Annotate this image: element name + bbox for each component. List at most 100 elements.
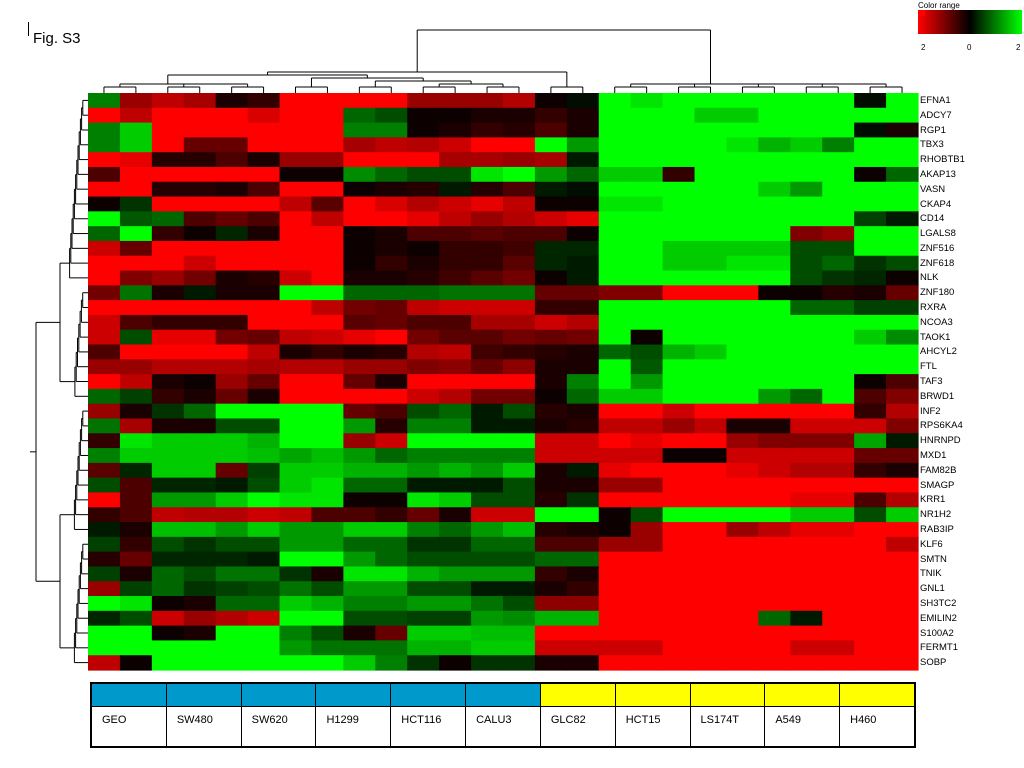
heatmap-cell: [566, 522, 600, 538]
heatmap-cell: [183, 329, 217, 346]
heatmap-cell: [471, 403, 504, 420]
heatmap-cell: [215, 507, 249, 523]
heatmap-cell: [183, 196, 217, 212]
heatmap-cell: [343, 122, 376, 138]
heatmap-cell: [311, 596, 344, 612]
heatmap-cell: [534, 107, 568, 124]
heatmap-cell: [215, 522, 249, 538]
heatmap-cell: [662, 418, 696, 434]
heatmap-cell: [534, 329, 568, 346]
heatmap-cell: [630, 507, 664, 523]
heatmap-cell: [566, 285, 600, 301]
heatmap-cell: [215, 610, 249, 627]
row-label: ZNF618: [920, 257, 955, 269]
heatmap-cell: [279, 285, 313, 301]
heatmap-cell: [726, 122, 759, 138]
heatmap-cell: [503, 536, 536, 553]
heatmap-cell: [407, 344, 440, 360]
heatmap-cell: [566, 433, 600, 449]
legend-color-swatch: [615, 684, 690, 707]
heatmap-cell: [311, 625, 344, 642]
heatmap-cell: [183, 240, 217, 257]
heatmap-cell: [407, 418, 440, 434]
heatmap-cell: [279, 152, 313, 168]
heatmap-cell: [119, 640, 153, 656]
heatmap-cell: [694, 625, 728, 642]
heatmap-cell: [694, 152, 728, 168]
heatmap-cell: [183, 255, 217, 272]
heatmap-cell: [726, 551, 759, 568]
heatmap-cell: [598, 522, 632, 538]
heatmap-cell: [311, 522, 344, 538]
heatmap-cell: [88, 270, 121, 286]
heatmap-cell: [279, 522, 313, 538]
row-label: CD14: [920, 213, 945, 225]
heatmap-cell: [439, 448, 472, 464]
heatmap-cell: [343, 610, 376, 627]
heatmap-cell: [343, 152, 376, 168]
heatmap-cell: [471, 226, 504, 242]
heatmap-cell: [215, 255, 249, 272]
heatmap-cell: [247, 507, 281, 523]
legend-color-swatch: [540, 684, 615, 707]
heatmap-cell: [407, 240, 440, 257]
heatmap-cell: [375, 640, 408, 656]
heatmap-cell: [279, 181, 313, 198]
heatmap-cell: [279, 166, 313, 183]
heatmap-cell: [598, 122, 632, 138]
row-label: FERMT1: [920, 642, 958, 654]
heatmap-cell: [886, 448, 919, 464]
heatmap-cell: [790, 344, 823, 360]
heatmap-cell: [598, 655, 632, 671]
heatmap-cell: [215, 433, 249, 449]
heatmap-cell: [247, 196, 281, 212]
heatmap-cell: [566, 388, 600, 405]
heatmap-cell: [183, 462, 217, 479]
heatmap-cell: [534, 596, 568, 612]
heatmap-cell: [503, 255, 536, 272]
heatmap-cell: [311, 240, 344, 257]
heatmap-cell: [790, 359, 823, 375]
heatmap-cell: [375, 655, 408, 671]
heatmap-cell: [822, 211, 855, 227]
heatmap-cell: [247, 433, 281, 449]
heatmap-cell: [503, 551, 536, 568]
heatmap-cell: [790, 625, 823, 642]
heatmap-cell: [854, 462, 887, 479]
heatmap-cell: [566, 181, 600, 198]
heatmap-cell: [598, 566, 632, 582]
heatmap-cell: [758, 314, 791, 331]
heatmap-cell: [886, 625, 919, 642]
heatmap-cell: [247, 610, 281, 627]
heatmap-cell: [439, 107, 472, 124]
row-label: AHCYL2: [920, 346, 957, 358]
heatmap-cell: [566, 270, 600, 286]
heatmap-cell: [662, 477, 696, 494]
heatmap-cell: [407, 477, 440, 494]
heatmap-cell: [694, 344, 728, 360]
heatmap-cell: [183, 226, 217, 242]
heatmap-cell: [247, 240, 281, 257]
heatmap-cell: [407, 137, 440, 153]
heatmap-cell: [822, 240, 855, 257]
heatmap-cell: [343, 166, 376, 183]
heatmap-cell: [886, 93, 919, 109]
heatmap-cell: [758, 581, 791, 597]
heatmap-cell: [758, 181, 791, 198]
heatmap-cell: [279, 551, 313, 568]
heatmap-cell: [534, 522, 568, 538]
legend-column-name: LS174T: [700, 714, 740, 726]
heatmap-cell: [183, 596, 217, 612]
heatmap-cell: [88, 418, 121, 434]
heatmap-cell: [375, 122, 408, 138]
heatmap-cell: [311, 610, 344, 627]
heatmap-cell: [758, 122, 791, 138]
heatmap-cell: [279, 596, 313, 612]
heatmap-cell: [407, 314, 440, 331]
heatmap-cell: [566, 122, 600, 138]
heatmap-cell: [662, 551, 696, 568]
heatmap-cell: [279, 448, 313, 464]
heatmap-cell: [343, 240, 376, 257]
heatmap-cell: [183, 137, 217, 153]
heatmap-cell: [854, 551, 887, 568]
